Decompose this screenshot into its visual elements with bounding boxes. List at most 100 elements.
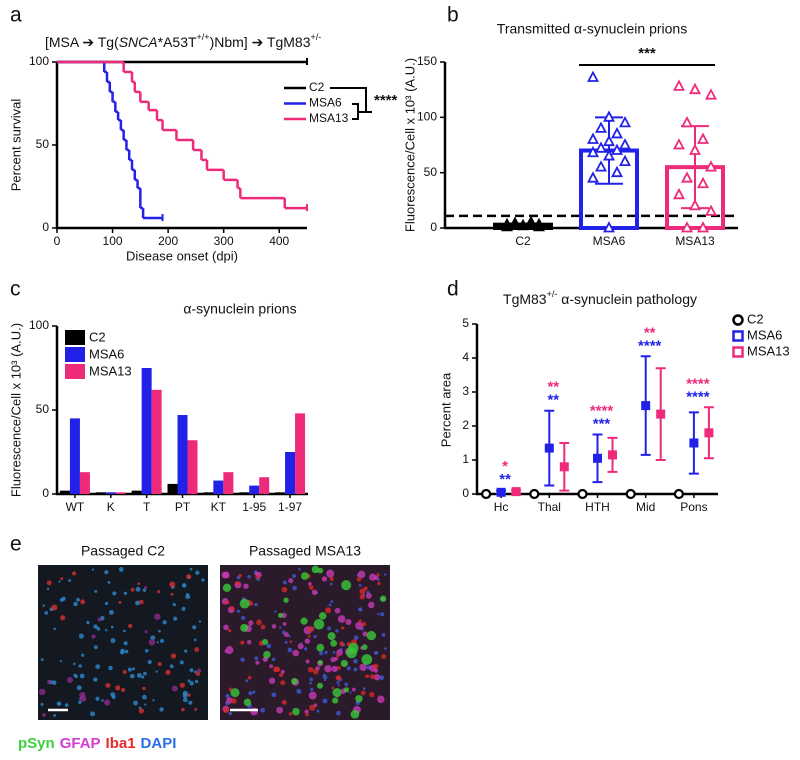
legend-label: MSA13 [89, 363, 132, 378]
cell [245, 679, 249, 683]
y-tick-label: 0 [462, 486, 469, 500]
cell [252, 690, 256, 694]
cell [236, 609, 240, 613]
panel-label: e [10, 533, 22, 556]
cell [231, 698, 237, 704]
significance: ** [499, 471, 511, 488]
cell [73, 673, 77, 677]
cell [144, 648, 149, 653]
cell [361, 654, 373, 665]
cell [51, 604, 58, 611]
cell [373, 674, 381, 681]
cell [254, 602, 258, 607]
cell [281, 586, 288, 593]
cell [329, 576, 334, 581]
chart-title: [MSA ➔ Tg(SNCA*A53T+/+)Nbm] ➔ TgM83+/- [45, 32, 321, 49]
x-tick-label: Pons [680, 500, 707, 514]
x-tick-label: PT [175, 500, 191, 514]
title-part: SNCA [119, 34, 158, 50]
cell [256, 619, 262, 626]
cell [144, 585, 148, 590]
data-point [704, 428, 714, 438]
bar [95, 492, 106, 494]
cell [141, 675, 145, 679]
bar [285, 452, 296, 494]
cell [332, 688, 342, 698]
cell [139, 599, 144, 605]
cell [280, 669, 285, 674]
cell [118, 567, 124, 572]
cell [373, 575, 379, 581]
cell [366, 630, 377, 641]
cell [144, 630, 148, 634]
cell [105, 682, 111, 688]
data-point [517, 218, 529, 231]
cell [376, 612, 380, 616]
cell [142, 686, 146, 691]
data-point [689, 438, 699, 448]
cell [243, 698, 252, 707]
cell [93, 677, 98, 682]
cell [189, 668, 194, 673]
cell [305, 712, 309, 717]
cell [224, 649, 229, 654]
cell [308, 585, 314, 590]
cell [108, 665, 113, 671]
cell [129, 673, 135, 679]
cell [112, 591, 117, 596]
cell [330, 600, 334, 604]
cell [263, 650, 271, 659]
cell [321, 576, 328, 582]
cell [158, 629, 161, 633]
stain-name: Iba1 [106, 735, 136, 752]
y-tick-label: 100 [29, 54, 49, 68]
cell [298, 567, 301, 571]
legend-label: C2 [747, 311, 764, 326]
cell [331, 665, 338, 673]
cell [318, 612, 327, 620]
cell [274, 610, 277, 613]
title-part: +/- [547, 289, 558, 299]
legend-swatch [65, 364, 85, 379]
cell [80, 599, 86, 605]
cell [359, 663, 367, 671]
cell [130, 587, 135, 592]
cell [223, 624, 229, 631]
cell [157, 661, 162, 667]
cell [184, 649, 188, 653]
cell [107, 581, 111, 584]
data-point [511, 487, 521, 497]
cell [159, 707, 164, 712]
cell [239, 598, 250, 609]
cell [56, 701, 62, 706]
cell [283, 597, 289, 603]
data-point [577, 488, 588, 500]
data-point [697, 176, 709, 189]
cell [195, 570, 200, 575]
cell [345, 618, 352, 626]
cell [292, 649, 300, 657]
cell [93, 624, 98, 629]
cell [366, 674, 370, 678]
cell [336, 654, 340, 658]
cell [179, 682, 185, 688]
cell [381, 632, 386, 637]
cell [154, 613, 161, 620]
cell [108, 609, 114, 615]
data-point [603, 221, 615, 233]
cell [41, 713, 46, 717]
cell [194, 707, 198, 711]
data-point [544, 443, 554, 453]
cell [292, 707, 300, 716]
cell [171, 685, 178, 692]
cell [148, 639, 156, 646]
cell [128, 623, 133, 629]
cell [230, 688, 240, 698]
cell [362, 687, 366, 690]
cell [313, 618, 325, 630]
bar [177, 415, 188, 494]
cell [46, 580, 52, 586]
cell [346, 647, 358, 659]
y-tick-label: 1 [462, 452, 469, 466]
cell [194, 647, 200, 652]
